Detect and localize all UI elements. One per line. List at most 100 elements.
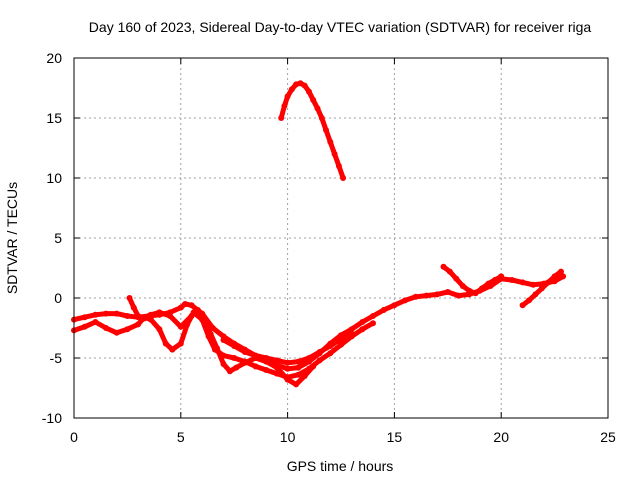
data-point	[560, 273, 567, 280]
data-point	[359, 319, 366, 325]
data-point	[440, 263, 447, 270]
data-point	[113, 310, 120, 317]
data-point	[241, 349, 248, 355]
data-point	[81, 314, 88, 321]
axes: 0 5 10 15 20 25 -10 -5 0 5 10 15 20	[42, 50, 616, 445]
data-point	[301, 82, 308, 89]
data-point	[323, 127, 329, 133]
data-point	[220, 361, 227, 367]
data-point	[156, 309, 163, 316]
data-point	[284, 365, 291, 372]
data-point	[459, 283, 466, 289]
data-point	[331, 151, 338, 157]
data-point	[453, 275, 460, 282]
data-point	[359, 326, 366, 333]
x-tick-label: 25	[600, 429, 616, 445]
data-point	[455, 292, 462, 299]
data-point	[479, 285, 485, 292]
data-point	[135, 313, 142, 319]
x-tick-label: 20	[493, 429, 509, 445]
data-point	[423, 292, 430, 299]
data-point	[444, 289, 451, 295]
data-point	[167, 313, 174, 319]
y-tick-label: -10	[42, 410, 62, 426]
data-point	[301, 373, 308, 379]
data-point	[370, 320, 376, 327]
data-point	[327, 343, 334, 349]
data-point	[113, 329, 120, 336]
data-point	[231, 355, 238, 361]
data-point	[538, 285, 545, 292]
data-point	[519, 279, 526, 286]
data-point	[380, 307, 387, 313]
data-point	[310, 97, 317, 103]
data-point	[519, 302, 526, 309]
data-point	[348, 326, 355, 333]
data-point	[124, 313, 131, 319]
data-point	[231, 343, 238, 349]
data-point	[169, 346, 176, 353]
data-point	[338, 341, 344, 348]
data-point	[306, 355, 312, 361]
data-point	[273, 357, 280, 364]
data-point	[498, 273, 505, 280]
data-point	[526, 297, 532, 304]
data-point	[188, 313, 195, 319]
data-point	[278, 115, 285, 121]
data-point	[532, 291, 539, 298]
data-point	[466, 287, 473, 294]
data-point	[472, 290, 479, 297]
data-point	[81, 323, 88, 330]
series-line-track-high	[278, 80, 346, 181]
data-point	[340, 175, 347, 181]
data-point	[434, 291, 441, 298]
y-tick-label: -5	[50, 350, 63, 366]
data-point	[327, 350, 334, 357]
data-point	[147, 311, 154, 318]
data-point	[241, 359, 248, 366]
x-tick-label: 5	[177, 429, 185, 445]
series-line-track-e	[441, 264, 504, 296]
data-point	[284, 376, 291, 383]
data-point	[402, 297, 409, 304]
grid	[74, 58, 608, 418]
y-tick-label: 5	[54, 230, 62, 246]
data-point	[370, 313, 376, 319]
data-point	[348, 331, 355, 337]
data-point	[558, 268, 564, 275]
data-point	[295, 371, 302, 378]
data-point	[209, 325, 216, 331]
plot-area	[71, 80, 567, 388]
data-point	[491, 277, 498, 283]
x-axis-label: GPS time / hours	[287, 458, 394, 474]
data-point	[412, 293, 419, 300]
y-tick-label: 15	[46, 110, 62, 126]
data-point	[314, 105, 321, 112]
data-point	[177, 304, 184, 311]
chart-title: Day 160 of 2023, Sidereal Day-to-day VTE…	[89, 19, 592, 35]
data-point	[281, 103, 288, 109]
data-point	[284, 359, 291, 366]
data-point	[327, 139, 334, 145]
data-point	[273, 364, 280, 371]
data-point	[338, 335, 344, 342]
data-point	[220, 337, 227, 343]
data-point	[284, 93, 291, 100]
data-point	[103, 325, 109, 331]
data-point	[201, 319, 208, 325]
y-tick-label: 20	[46, 50, 62, 66]
data-point	[263, 367, 270, 373]
data-point	[252, 363, 259, 370]
data-point	[207, 331, 214, 337]
y-tick-label: 0	[54, 290, 62, 306]
data-point	[162, 340, 169, 347]
data-point	[316, 357, 323, 364]
data-point	[130, 304, 137, 311]
x-tick-label: 0	[70, 429, 78, 445]
data-point	[188, 302, 195, 309]
data-point	[214, 345, 221, 352]
data-point	[288, 86, 295, 93]
data-point	[545, 279, 552, 286]
data-point	[226, 368, 233, 375]
